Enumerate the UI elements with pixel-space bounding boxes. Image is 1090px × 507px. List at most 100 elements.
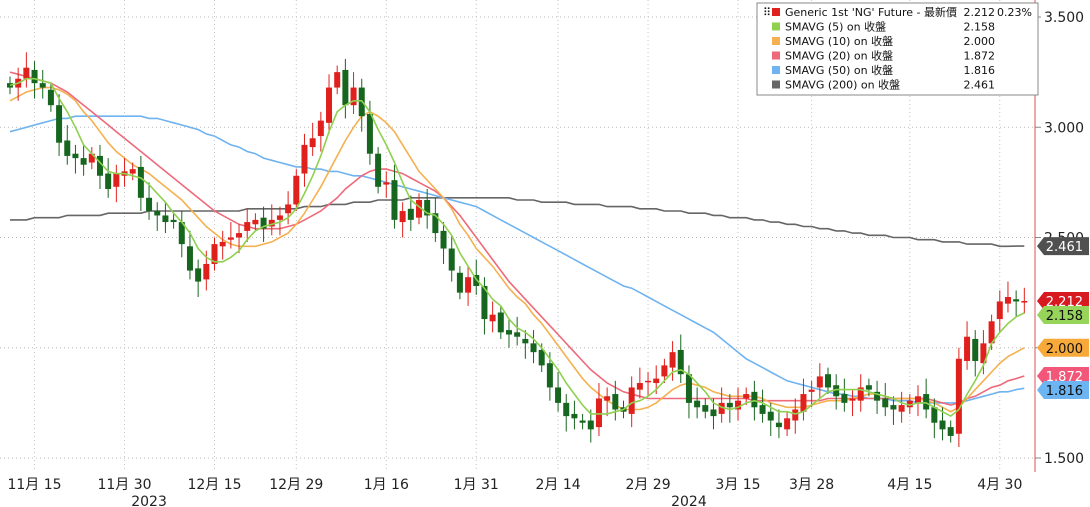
candle-body xyxy=(653,378,660,384)
candle-body xyxy=(80,158,87,165)
candle-body xyxy=(579,420,586,423)
x-tick-label: 11月 30 xyxy=(97,477,151,493)
candle-body xyxy=(726,402,733,408)
badge-shape xyxy=(1037,366,1089,385)
candle-body xyxy=(497,312,504,333)
candle-body xyxy=(350,87,357,106)
candle-body xyxy=(489,314,496,322)
candle-body xyxy=(595,398,602,428)
sma200-line xyxy=(10,197,1025,248)
candle-body xyxy=(587,420,594,430)
candle-body xyxy=(923,394,930,410)
badge-text: 1.816 xyxy=(1046,384,1083,399)
candle-body xyxy=(1021,301,1028,303)
candle-body xyxy=(514,332,521,337)
grid-lines xyxy=(0,0,1035,472)
candle-body xyxy=(710,409,717,417)
candle-body xyxy=(645,380,652,383)
value-badge: 1.816 xyxy=(1037,380,1089,399)
badge-shape xyxy=(1037,306,1089,325)
x-tick-label: 4月 30 xyxy=(977,477,1022,493)
candle-body xyxy=(268,219,275,227)
value-badge: 2.158 xyxy=(1037,306,1089,325)
candle-body xyxy=(170,219,177,223)
candle-body xyxy=(890,405,897,410)
candle-body xyxy=(293,175,300,205)
candle-body xyxy=(64,140,71,156)
x-tick-label: 1月 31 xyxy=(454,477,499,493)
candle-body xyxy=(227,237,234,240)
sma20-line xyxy=(9,71,1025,406)
candle-body xyxy=(448,248,455,271)
candle-body xyxy=(612,394,619,410)
candle-body xyxy=(759,405,766,414)
sma50-line xyxy=(9,115,1025,404)
candle-body xyxy=(154,211,161,216)
candle-body xyxy=(88,153,95,163)
candle-body xyxy=(39,83,46,88)
candle-body xyxy=(195,268,202,282)
candle-body xyxy=(72,153,79,159)
legend-value: 2.000 xyxy=(964,35,996,48)
legend-swatch xyxy=(772,51,780,60)
candle-body xyxy=(694,400,701,408)
sma200-series xyxy=(10,197,1025,248)
x-tick-label: 1月 16 xyxy=(364,477,409,493)
candle-body xyxy=(317,120,324,137)
legend-value: 2.461 xyxy=(964,79,996,92)
candle-body xyxy=(980,343,987,364)
candle-body xyxy=(285,204,292,214)
candle-body xyxy=(996,301,1003,320)
x-tick-label: 2月 14 xyxy=(535,477,580,493)
candle-body xyxy=(178,222,185,245)
candle-body xyxy=(56,105,63,143)
candle-body xyxy=(309,138,316,148)
candle-body xyxy=(260,217,267,229)
candle-body xyxy=(465,277,472,293)
candle-body xyxy=(792,409,799,421)
legend-swatch xyxy=(772,66,780,74)
x-tick-label: 3月 28 xyxy=(789,477,834,493)
candle-body xyxy=(137,166,144,198)
candle-body xyxy=(219,241,226,247)
candle-body xyxy=(964,336,971,361)
candle-body xyxy=(865,385,872,390)
candle-body xyxy=(416,200,422,218)
candle-body xyxy=(874,391,881,401)
candle-body xyxy=(849,398,856,401)
legend-label: SMAVG (10) on 收盤 xyxy=(785,34,893,48)
candle-body xyxy=(334,72,341,88)
x-year-label: 2024 xyxy=(671,494,707,507)
candle-body xyxy=(685,374,692,403)
x-tick-label: 3月 15 xyxy=(715,477,760,493)
candle-body xyxy=(636,383,643,390)
badge-text: 2.000 xyxy=(1046,342,1083,357)
candle-body xyxy=(186,246,193,271)
badge-text: 2.158 xyxy=(1046,309,1083,324)
badge-text: 2.461 xyxy=(1046,240,1083,255)
candle-body xyxy=(522,338,529,344)
x-tick-label: 2月 29 xyxy=(625,477,670,493)
badge-shape xyxy=(1037,338,1089,357)
candle-body xyxy=(481,286,488,320)
candle-body xyxy=(162,215,169,223)
candle-body xyxy=(677,349,684,375)
candle-body xyxy=(555,387,562,403)
candle-body xyxy=(146,197,153,212)
legend-swatch xyxy=(772,37,780,45)
x-tick-label: 4月 15 xyxy=(887,477,932,493)
candle-body xyxy=(751,391,758,408)
candle-body xyxy=(456,272,463,293)
candle-body xyxy=(96,155,103,176)
candle-body xyxy=(276,215,283,220)
x-year-label: 2023 xyxy=(131,494,167,507)
candle-body xyxy=(113,173,120,187)
candle-body xyxy=(105,173,112,189)
badge-shape xyxy=(1037,292,1089,311)
candle-body xyxy=(906,400,913,408)
value-badge: 2.461 xyxy=(1037,237,1089,256)
sma10-series xyxy=(9,86,1025,413)
candle-body xyxy=(939,420,946,430)
candle-body xyxy=(816,376,823,388)
